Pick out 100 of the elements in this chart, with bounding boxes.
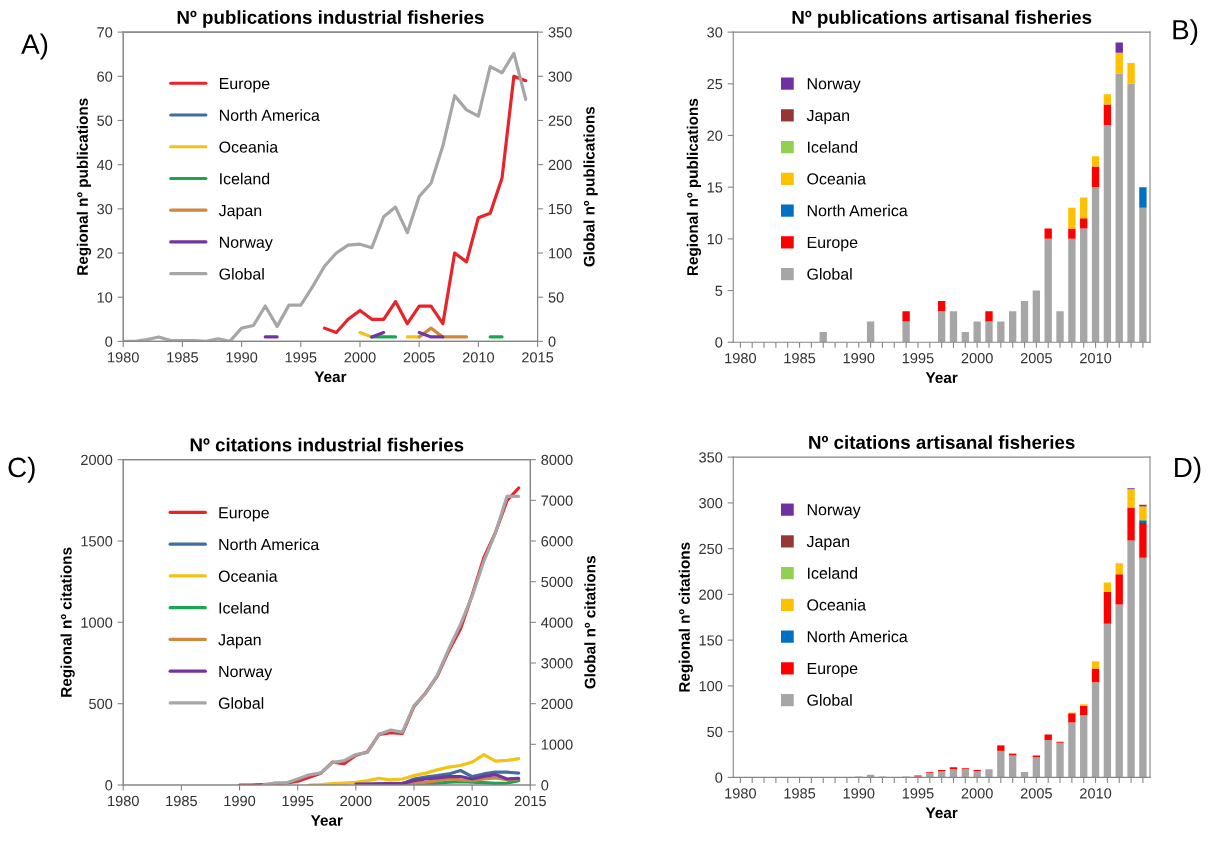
x-tick-label: 1990 [843,353,875,364]
y-tick-label: 150 [699,635,723,646]
y2-tick-label: 0 [541,780,549,791]
y2-tick-label: 1000 [541,739,573,750]
bar [1032,757,1041,778]
y-tick-label: 20 [97,248,113,259]
y-tick-label: 50 [707,726,723,738]
x-tick-label: 1985 [784,353,816,364]
x-tick-label: 1995 [282,795,314,807]
bar [1139,207,1147,343]
text: B) [1173,19,1198,46]
bar [1115,42,1123,53]
bar [819,331,827,343]
legend-label: Oceania [807,172,867,185]
y-axis-title: Regional nº citations [678,542,693,692]
bar [973,321,981,343]
y2-tick-label: 250 [548,115,572,126]
bar [1139,506,1147,521]
bar [1068,228,1076,239]
bar [1068,207,1076,229]
legend-label: Oceania [219,140,279,153]
y-tick-label: 2000 [81,454,113,466]
y2-tick-label: 0 [548,336,556,347]
y-tick-label: 0 [715,337,723,348]
y-tick-label: 40 [96,159,113,171]
y-tick-label: 1500 [81,536,113,547]
y-tick-label: 0 [105,336,113,347]
bar [1044,238,1052,343]
y-tick-label: 0 [105,780,113,791]
y2-tick-label: 50 [548,292,564,303]
y-tick-label: 20 [707,130,723,141]
bar [1103,94,1112,105]
legend-label: Global [807,268,852,280]
bar [1056,311,1064,343]
legend-label: Europe [807,236,858,252]
bar [1115,574,1123,605]
legend-label: North America [219,109,320,121]
bar [1103,623,1112,778]
x-tick-label: 1985 [784,788,816,799]
bar [985,311,993,322]
legend-label: Japan [218,634,261,649]
bar [1127,63,1135,84]
line-series [354,772,521,786]
bar [1115,52,1123,74]
x-axis-title: Year [310,815,343,826]
bar [1091,682,1100,778]
legend-label: Japan [806,535,850,551]
bar [1009,755,1017,778]
bar [937,300,946,312]
y-tick-label: 50 [97,115,113,126]
bar [985,321,993,343]
x-tick-label: 2000 [961,353,993,364]
chart-title: Nº citations artisanal fisheries [809,435,1075,449]
y-tick-label: 10 [97,292,113,303]
y2-tick-label: 350 [548,27,572,38]
x-tick-label: 2000 [344,352,376,363]
legend-label: Japan [218,205,262,220]
y-tick-label: 350 [699,452,723,463]
legend-label: Iceland [808,567,857,579]
y2-tick-label: 100 [549,248,572,259]
bar [1103,591,1112,624]
y-tick-label: 250 [699,543,723,555]
bar [997,745,1005,751]
legend-label: Europe [807,662,858,678]
legend-label: Iceland [220,172,270,185]
y2-tick-label: 8000 [541,454,573,466]
y-tick-label: 70 [97,27,113,38]
bar [1139,557,1147,778]
legend-label: Japan [806,109,850,125]
legend-label: Oceania [807,598,867,611]
x-tick-label: 2005 [398,795,430,807]
x-tick-label: 1980 [108,795,139,807]
x-tick-label: 2000 [961,788,993,799]
x-tick-label: 2010 [462,352,495,363]
bar [1091,156,1100,167]
bar [1127,507,1135,541]
text: A) [21,33,48,60]
y-tick-label: 500 [89,698,113,710]
bar [1139,523,1147,558]
y-tick-label: 5 [715,285,723,296]
legend-label: Oceania [218,570,278,582]
bar [1032,290,1041,343]
legend-label: Norway [219,236,273,252]
bar [997,321,1005,343]
y2-axis-title: Global nº citations [584,556,596,689]
bar [1091,668,1100,683]
x-tick-label: 2010 [1080,788,1112,799]
y-tick-label: 30 [97,203,113,215]
text: C) [8,456,35,483]
y-tick-label: 60 [97,71,113,82]
chart-title: Nº publications artisanal fisheries [792,10,1092,28]
text: D) [1175,456,1201,483]
y-tick-label: 1000 [81,617,113,628]
bar [1068,238,1076,343]
bar [1103,125,1112,343]
y2-axis-title: Global nº publications [583,106,598,267]
bar [1080,218,1088,229]
bar [1139,520,1147,524]
x-tick-label: 2005 [1020,788,1052,799]
x-tick-label: 1990 [226,352,258,363]
